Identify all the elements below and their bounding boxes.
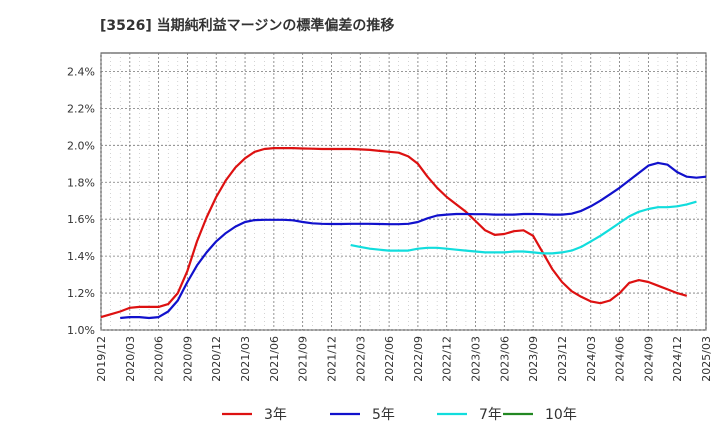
x-tick-label: 2023/03 <box>470 336 483 382</box>
x-tick-label: 2020/09 <box>181 336 194 382</box>
series-line-5年 <box>120 161 707 320</box>
x-tick-label: 2020/03 <box>124 336 137 382</box>
x-tick-label: 2021/12 <box>325 336 338 382</box>
x-tick-label: 2023/06 <box>498 336 511 382</box>
x-tick-label: 2020/12 <box>210 336 223 382</box>
x-tick-label: 2019/12 <box>95 336 108 382</box>
legend-label-3年: 3年 <box>264 407 287 423</box>
x-tick-label: 2025/03 <box>700 336 713 382</box>
x-tick-label: 2023/09 <box>527 336 540 382</box>
y-tick-label: 1.6% <box>67 213 95 226</box>
x-tick-label: 2024/12 <box>671 336 684 382</box>
x-tick-label: 2023/12 <box>556 336 569 382</box>
series-line-3年 <box>100 147 688 319</box>
y-tick-label: 2.0% <box>67 139 95 152</box>
x-tick-label: 2022/03 <box>354 336 367 382</box>
y-tick-label: 2.4% <box>67 65 95 78</box>
x-tick-label: 2024/03 <box>585 336 598 382</box>
plot-area <box>100 52 707 331</box>
x-tick-label: 2024/09 <box>642 336 655 382</box>
legend-label-10年: 10年 <box>545 407 577 423</box>
chart-title: [3526] 当期純利益マージンの標準偏差の推移 <box>100 17 394 34</box>
x-tick-label: 2020/06 <box>153 336 166 382</box>
y-tick-label: 1.2% <box>67 287 95 300</box>
y-tick-label: 1.8% <box>67 176 95 189</box>
y-tick-label: 1.4% <box>67 250 95 263</box>
series-line-7年 <box>350 200 697 255</box>
x-tick-label: 2022/09 <box>412 336 425 382</box>
y-tick-label: 1.0% <box>67 324 95 337</box>
legend-label-7年: 7年 <box>479 407 502 423</box>
x-tick-label: 2022/12 <box>441 336 454 382</box>
legend-label-5年: 5年 <box>372 407 395 423</box>
x-tick-label: 2022/06 <box>383 336 396 382</box>
y-tick-label: 2.2% <box>67 102 95 115</box>
x-tick-label: 2021/06 <box>268 336 281 382</box>
x-tick-label: 2024/06 <box>614 336 627 382</box>
x-tick-label: 2021/09 <box>297 336 310 382</box>
x-tick-label: 2021/03 <box>239 336 252 382</box>
